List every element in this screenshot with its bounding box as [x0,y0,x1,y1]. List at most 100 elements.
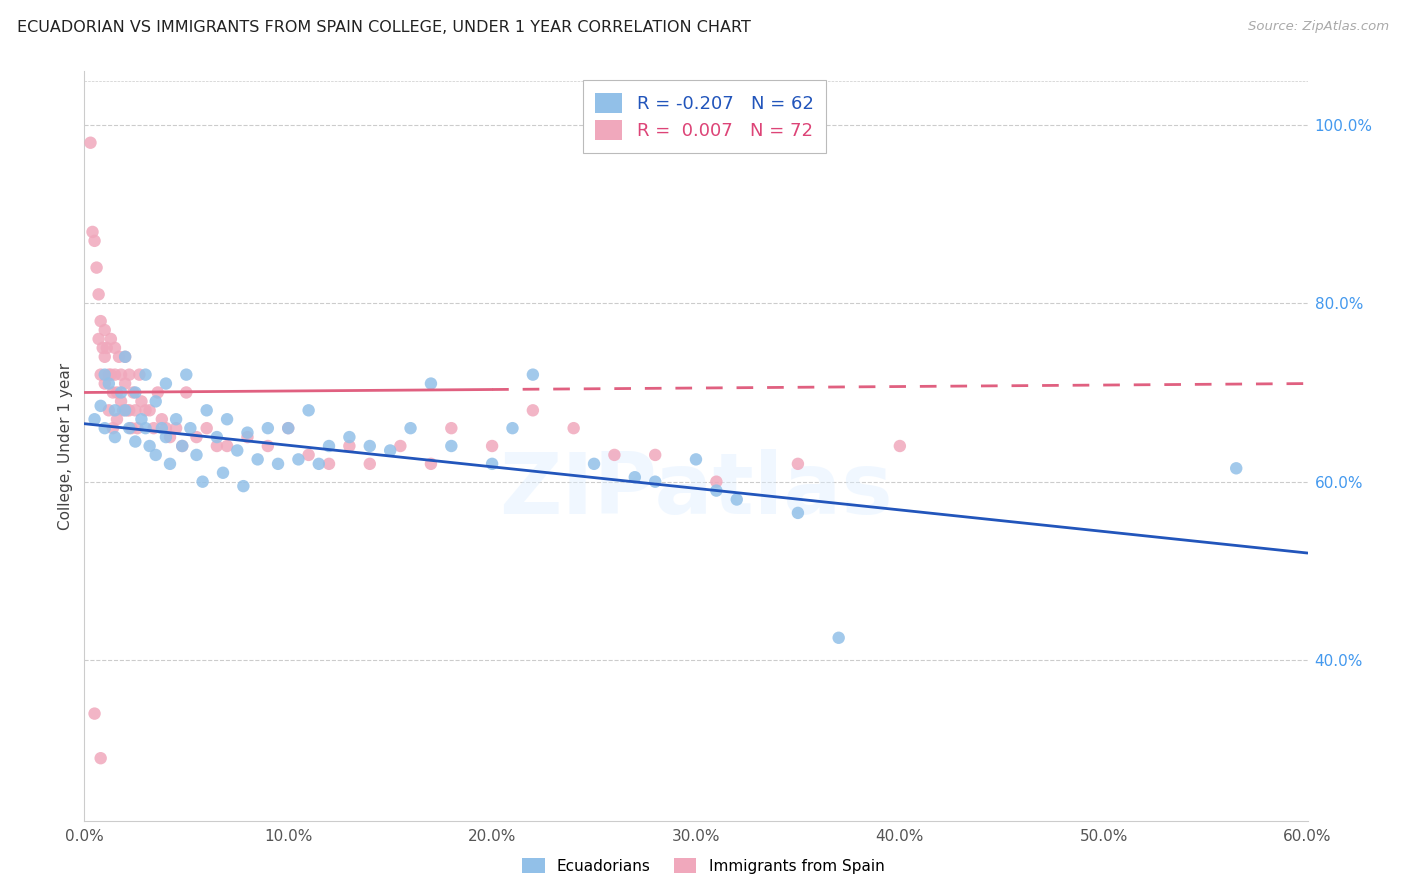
Point [93,323,115,337]
Point [257,421,280,435]
Point [83,706,105,721]
Point [79,136,101,150]
Point [420,376,443,391]
Point [267,457,290,471]
Legend: Ecuadorians, Immigrants from Spain: Ecuadorians, Immigrants from Spain [516,852,890,880]
Point [131,394,153,409]
Point [205,439,228,453]
Point [150,421,173,435]
Point [87,287,110,301]
Point [86,260,108,275]
Point [287,452,309,467]
Point [96,341,118,355]
Point [120,421,142,435]
Point [165,412,187,426]
Point [159,457,181,471]
Point [110,385,132,400]
Point [359,457,381,471]
Point [146,385,169,400]
Point [186,448,208,462]
Point [644,448,666,462]
Point [104,341,127,355]
Point [246,452,269,467]
Point [380,443,402,458]
Point [174,368,197,382]
Point [108,350,131,364]
Point [93,350,115,364]
Point [236,430,259,444]
Point [359,439,381,453]
Point [165,421,187,435]
Point [440,439,463,453]
Text: ECUADORIAN VS IMMIGRANTS FROM SPAIN COLLEGE, UNDER 1 YEAR CORRELATION CHART: ECUADORIAN VS IMMIGRANTS FROM SPAIN COLL… [17,20,751,35]
Point [217,412,239,426]
Point [481,457,503,471]
Point [104,430,127,444]
Point [104,368,127,382]
Point [232,479,254,493]
Point [191,475,214,489]
Point [124,385,146,400]
Point [562,421,585,435]
Point [114,376,136,391]
Point [118,403,141,417]
Point [522,403,544,417]
Legend: R = -0.207   N = 62, R =  0.007   N = 72: R = -0.207 N = 62, R = 0.007 N = 72 [582,80,827,153]
Point [97,368,120,382]
Point [298,403,321,417]
Point [97,376,120,391]
Point [145,394,167,409]
Point [135,403,157,417]
Point [83,412,105,426]
Point [150,412,173,426]
Point [644,475,666,489]
Text: Source: ZipAtlas.com: Source: ZipAtlas.com [1249,20,1389,33]
Point [205,430,228,444]
Y-axis label: College, Under 1 year: College, Under 1 year [58,362,73,530]
Point [583,457,606,471]
Point [90,314,112,328]
Point [128,368,150,382]
Point [135,421,157,435]
Point [90,368,112,382]
Point [97,403,120,417]
Point [90,399,112,413]
Point [122,385,145,400]
Point [159,430,181,444]
Point [174,385,197,400]
Point [787,457,810,471]
Point [308,457,330,471]
Point [298,448,321,462]
Point [145,448,167,462]
Point [101,421,124,435]
Point [706,483,728,498]
Point [420,457,443,471]
Point [93,421,115,435]
Point [131,412,153,426]
Point [399,421,422,435]
Point [135,368,157,382]
Point [93,376,115,391]
Point [118,368,141,382]
Point [318,457,340,471]
Point [114,350,136,364]
Point [100,332,122,346]
Point [277,421,299,435]
Point [389,439,412,453]
Point [93,368,115,382]
Point [481,439,503,453]
Point [105,385,128,400]
Point [277,421,299,435]
Point [138,439,160,453]
Point [91,341,114,355]
Point [124,434,146,449]
Point [1225,461,1247,475]
Point [226,443,249,458]
Point [186,430,208,444]
Point [624,470,647,484]
Point [889,439,911,453]
Point [603,448,626,462]
Point [257,439,280,453]
Point [339,439,361,453]
Point [110,368,132,382]
